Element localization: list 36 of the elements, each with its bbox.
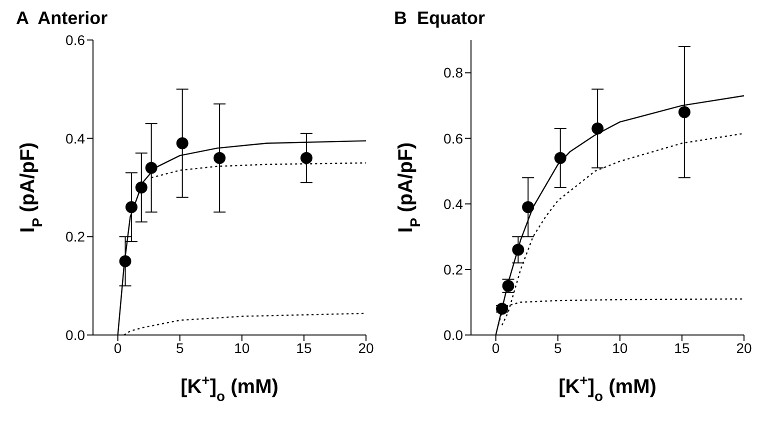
y-tick-label: 0.6 bbox=[444, 130, 464, 146]
y-tick-label: 0.0 bbox=[444, 326, 464, 343]
point bbox=[176, 137, 188, 150]
point bbox=[125, 201, 138, 214]
y-tick-label: 0.4 bbox=[444, 196, 464, 212]
chart-title: A Anterior bbox=[15, 8, 109, 30]
point bbox=[592, 122, 604, 134]
point bbox=[214, 152, 226, 164]
x-tick-label: 5 bbox=[176, 340, 184, 356]
x-tick-label: 15 bbox=[674, 340, 690, 356]
point bbox=[512, 244, 524, 256]
point bbox=[554, 152, 566, 164]
x-tick-label: 0 bbox=[114, 340, 122, 356]
x-tick-label: 0 bbox=[492, 340, 500, 356]
x-tick-label: 10 bbox=[612, 340, 628, 356]
y-tick-label: 0.6 bbox=[66, 32, 86, 48]
point bbox=[135, 182, 148, 194]
x-axis-title: [K$^{+}$]$_{o}$ (mM) bbox=[558, 372, 656, 404]
x-tick-label: 20 bbox=[358, 340, 374, 356]
y-tick-label: 0.2 bbox=[66, 228, 86, 245]
point bbox=[145, 162, 158, 174]
chart-title: B Equator bbox=[393, 8, 486, 30]
point bbox=[522, 201, 534, 214]
x-tick-label: 20 bbox=[736, 340, 752, 356]
y-tick-label: 0.0 bbox=[66, 326, 86, 343]
point bbox=[678, 106, 690, 118]
x-tick-label: 10 bbox=[234, 340, 250, 356]
point bbox=[300, 152, 312, 164]
x-tick-label: 5 bbox=[554, 340, 562, 356]
y-tick-label: 0.8 bbox=[444, 64, 464, 81]
x-tick-label: 15 bbox=[296, 340, 312, 356]
x-axis-title: [K$^{+}$]$_{o}$ (mM) bbox=[180, 372, 278, 404]
y-tick-label: 0.2 bbox=[444, 261, 464, 278]
point bbox=[119, 255, 132, 268]
point bbox=[496, 302, 508, 315]
y-tick-label: 0.4 bbox=[66, 130, 86, 146]
